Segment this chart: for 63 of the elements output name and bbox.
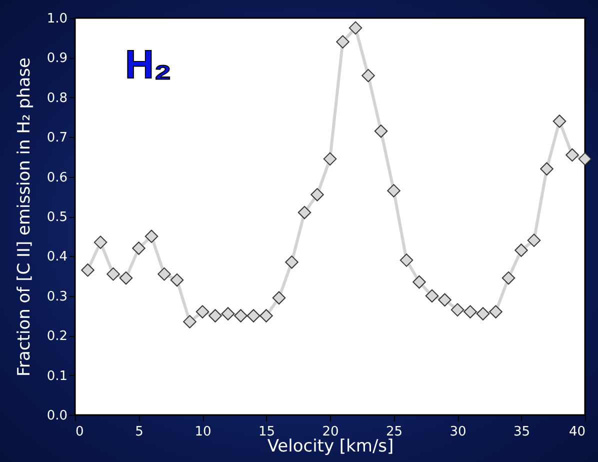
x-tick-label: 10 [194,424,212,440]
x-tick-label: 25 [386,424,403,440]
x-tick-label: 20 [322,424,339,440]
point [412,275,426,289]
point [348,21,362,35]
point [310,188,324,202]
point [170,273,184,287]
point [336,35,350,48]
point [119,271,133,285]
point [144,230,158,243]
point [246,309,260,322]
point [578,152,592,166]
y-tick-label: 0.1 [46,368,68,384]
point [514,244,528,257]
x-axis-title: Velocity [km/s] [267,436,394,456]
annotation: H₂ [125,43,172,87]
point [234,309,248,322]
y-tick-label: 1.0 [46,12,68,26]
point [540,162,554,176]
x-tick-label: 5 [135,424,144,440]
y-tick-label: 0.6 [46,170,68,186]
point [158,267,171,281]
y-tick-label: 0.4 [46,250,68,265]
point [323,152,337,166]
x-tick-label: 15 [258,424,276,440]
point [489,305,502,318]
point [132,242,146,255]
point [183,315,196,328]
point [260,309,273,322]
x-tick-label: 35 [513,424,530,440]
x-tick-label: 0 [76,424,84,440]
y-tick-label: 0.3 [46,289,68,304]
point [387,184,400,198]
point [476,307,490,320]
y-axis-title: Fraction of [C II] emission in H₂ phase [14,58,34,376]
point [450,303,464,316]
point [221,307,235,320]
point [106,267,120,281]
point [438,293,452,306]
point [298,206,312,220]
point [425,289,439,303]
point [272,291,286,305]
x-tick-label: 40 [568,424,586,440]
y-tick-label: 0.7 [46,130,68,146]
point [527,234,541,247]
point [464,305,477,318]
point [552,114,566,128]
point [208,309,222,322]
point [196,305,210,318]
point [94,236,108,249]
y-tick-label: 0.9 [46,51,68,66]
point [566,148,579,162]
point [362,68,375,82]
y-tick-label: 0.2 [46,329,68,344]
point [374,124,388,138]
x-tick-label: 30 [450,424,466,440]
y-tick-label: 0.0 [46,408,68,424]
point [502,271,516,285]
y-tick-label: 0.8 [46,90,68,106]
point [400,254,414,267]
point [81,263,94,277]
point [285,256,298,269]
y-tick-label: 0.5 [46,210,68,225]
